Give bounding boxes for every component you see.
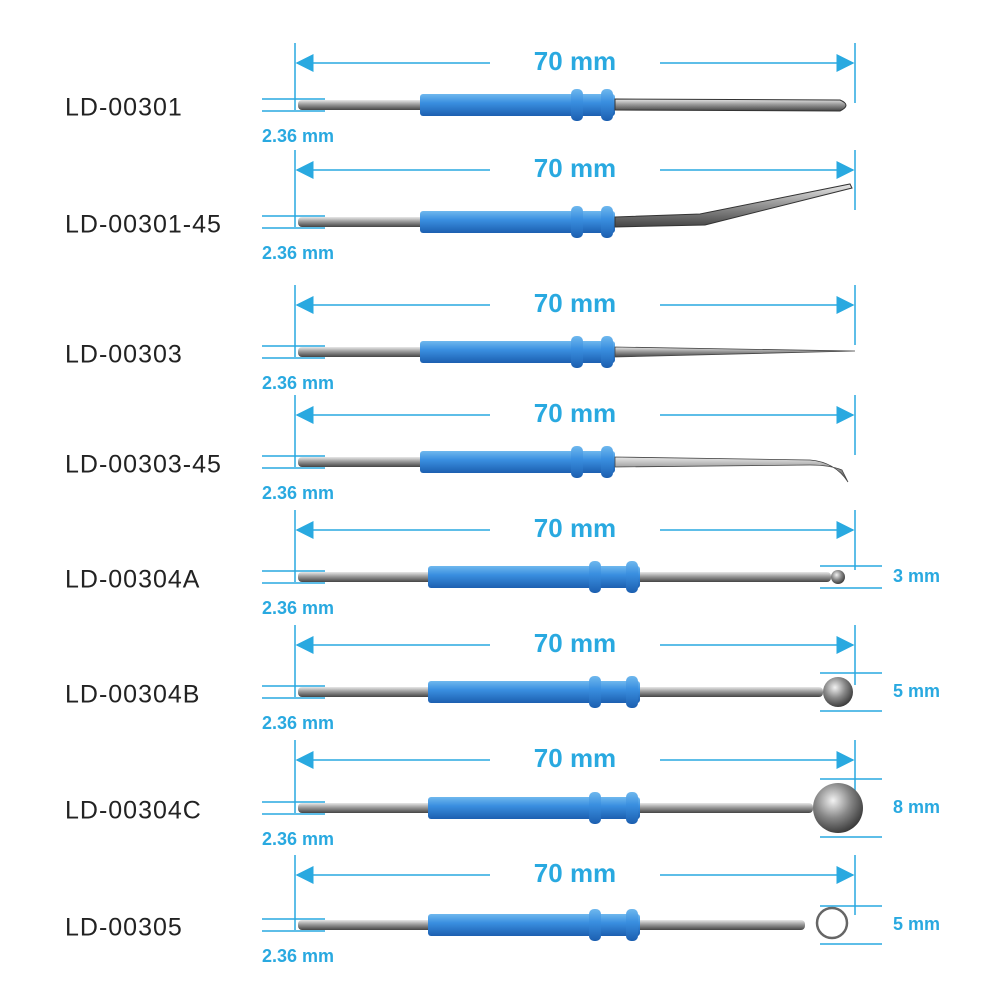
handle <box>420 211 615 233</box>
handle-ring <box>626 676 638 708</box>
model-label: LD-00303 <box>65 341 183 369</box>
loop-tip <box>815 906 849 940</box>
handle-ring <box>626 792 638 824</box>
handle <box>420 451 615 473</box>
length-label: 70 mm <box>534 153 616 183</box>
model-label: LD-00301-45 <box>65 211 222 239</box>
diameter-label: 2.36 mm <box>262 946 334 966</box>
electrode-row: 70 mm LD-00303 2.36 mm <box>65 285 856 393</box>
electrode-row: 70 mm LD-00304B 2.36 mm 5 mm <box>65 625 940 733</box>
handle-ring <box>601 446 613 478</box>
model-label: LD-00304B <box>65 681 200 709</box>
tip-label: 3 mm <box>893 566 940 586</box>
length-label: 70 mm <box>534 743 616 773</box>
electrode-row: 70 mm LD-00304C 2.36 mm 8 mm <box>65 740 940 849</box>
electrode-row: 70 mm LD-00305 2.36 mm 5 mm <box>65 855 940 966</box>
length-label: 70 mm <box>534 858 616 888</box>
handle <box>428 681 640 703</box>
handle-ring <box>589 909 601 941</box>
length-label: 70 mm <box>534 46 616 76</box>
length-label: 70 mm <box>534 398 616 428</box>
diameter-label: 2.36 mm <box>262 243 334 263</box>
handle-ring <box>626 909 638 941</box>
diameter-label: 2.36 mm <box>262 483 334 503</box>
model-label: LD-00304C <box>65 797 202 825</box>
model-label: LD-00303-45 <box>65 451 222 479</box>
model-label: LD-00304A <box>65 566 200 594</box>
handle <box>420 94 615 116</box>
handle <box>428 914 640 936</box>
tip-label: 8 mm <box>893 797 940 817</box>
handle-ring <box>626 561 638 593</box>
ball-tip <box>813 783 863 833</box>
diameter-label: 2.36 mm <box>262 598 334 618</box>
handle-ring <box>571 89 583 121</box>
tip-label: 5 mm <box>893 681 940 701</box>
blade-tip <box>614 98 847 112</box>
electrode-row: 70 mm LD-00301 2.36 mm <box>65 43 856 146</box>
handle-ring <box>589 676 601 708</box>
handle <box>428 797 640 819</box>
handle-ring <box>589 792 601 824</box>
blade-tip <box>614 183 853 228</box>
diameter-label: 2.36 mm <box>262 713 334 733</box>
electrode-row: 70 mm LD-00301-45 2.36 mm <box>65 150 856 263</box>
ball-tip <box>831 570 845 584</box>
needle-tip <box>614 456 849 483</box>
tip-label: 5 mm <box>893 914 940 934</box>
handle <box>420 341 615 363</box>
ball-tip <box>823 677 853 707</box>
handle <box>428 566 640 588</box>
length-label: 70 mm <box>534 288 616 318</box>
electrode-row: 70 mm LD-00304A 2.36 mm 3 mm <box>65 510 940 618</box>
diameter-label: 2.36 mm <box>262 126 334 146</box>
diameter-label: 2.36 mm <box>262 373 334 393</box>
handle-ring <box>589 561 601 593</box>
needle-tip <box>614 346 856 358</box>
handle-ring <box>571 446 583 478</box>
model-label: LD-00301 <box>65 94 183 122</box>
handle-ring <box>601 89 613 121</box>
length-label: 70 mm <box>534 513 616 543</box>
length-label: 70 mm <box>534 628 616 658</box>
diameter-label: 2.36 mm <box>262 829 334 849</box>
model-label: LD-00305 <box>65 914 183 942</box>
handle-ring <box>601 336 613 368</box>
handle-ring <box>571 206 583 238</box>
electrode-row: 70 mm LD-00303-45 2.36 mm <box>65 395 856 503</box>
handle-ring <box>571 336 583 368</box>
handle-ring <box>601 206 613 238</box>
